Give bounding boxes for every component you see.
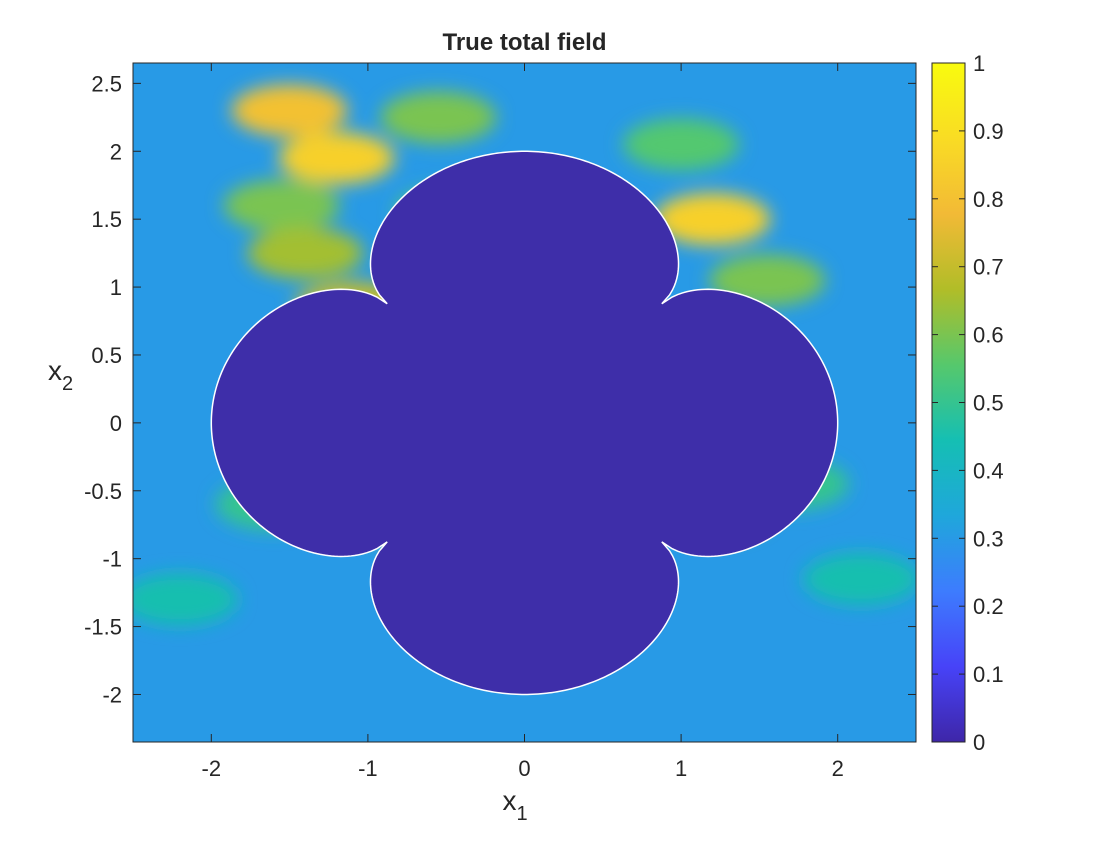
y-axis-label-base: x xyxy=(48,355,62,386)
colorbar-tick-label: 0 xyxy=(973,730,985,755)
colorbar-tick-label: 0.9 xyxy=(973,119,1004,144)
x-tick-label: 0 xyxy=(518,756,530,781)
field-hotspot xyxy=(247,227,364,280)
colorbar-tick-label: 1 xyxy=(973,51,985,76)
y-tick-label: -1 xyxy=(102,547,122,572)
y-tick-label: 0 xyxy=(110,411,122,436)
x-tick-label: 1 xyxy=(675,756,687,781)
colorbar-tick-label: 0.1 xyxy=(973,662,1004,687)
field-hotspot xyxy=(654,193,771,246)
y-tick-label: 0.5 xyxy=(91,343,122,368)
field-hotspot xyxy=(278,132,395,185)
field-hotspot xyxy=(231,84,348,137)
y-tick-label: 2.5 xyxy=(91,71,122,96)
plot-area xyxy=(133,63,916,742)
x-axis-label-base: x xyxy=(502,785,516,816)
colorbar-tick-label: 0.8 xyxy=(973,187,1004,212)
field-hotspot xyxy=(623,118,740,171)
chart-title: True total field xyxy=(442,29,606,56)
field-hotspot xyxy=(223,179,340,232)
x-axis-label: x1 xyxy=(502,785,527,825)
y-tick-label: -0.5 xyxy=(84,479,122,504)
y-tick-label: 1.5 xyxy=(91,207,122,232)
x-tick-label: -2 xyxy=(202,756,222,781)
y-tick-label: -1.5 xyxy=(84,615,122,640)
y-tick-label: -2 xyxy=(102,682,122,707)
colorbar-tick-label: 0.6 xyxy=(973,323,1004,348)
field-hotspot xyxy=(380,91,497,144)
y-axis-label-sub: 2 xyxy=(62,373,73,395)
field-hotspot xyxy=(133,573,238,626)
colorbar-tick-label: 0.2 xyxy=(973,594,1004,619)
field-hotspot xyxy=(803,553,916,606)
colorbar-tick-label: 0.4 xyxy=(973,458,1004,483)
colorbar-tick-label: 0.7 xyxy=(973,255,1004,280)
obstacle-shape xyxy=(210,150,839,696)
x-tick-label: 2 xyxy=(832,756,844,781)
y-tick-label: 1 xyxy=(110,275,122,300)
y-axis-label: x2 xyxy=(48,355,73,395)
x-axis-label-sub: 1 xyxy=(516,803,527,825)
x-tick-label: -1 xyxy=(358,756,378,781)
y-tick-label: 2 xyxy=(110,139,122,164)
colorbar-tick-label: 0.5 xyxy=(973,391,1004,416)
colorbar-tick-label: 0.3 xyxy=(973,526,1004,551)
